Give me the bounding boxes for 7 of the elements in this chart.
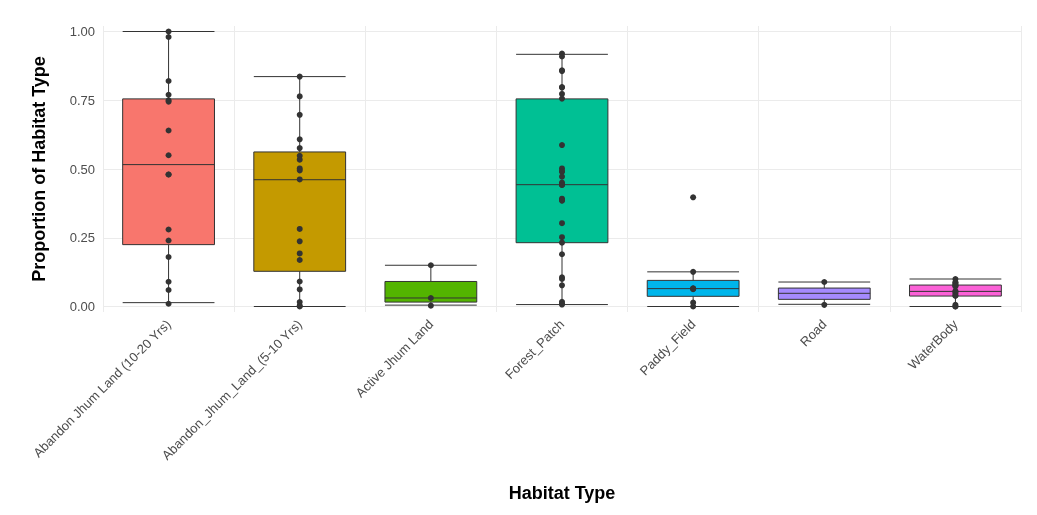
y-axis-title: Proportion of Habitat Type xyxy=(29,56,49,282)
x-axis-title: Habitat Type xyxy=(508,483,616,503)
y-tick-label: 0.50 xyxy=(69,161,95,177)
y-tick-label: 0.25 xyxy=(69,230,95,246)
y-tick-label: 1.00 xyxy=(69,24,95,39)
y-tick-label: 0.75 xyxy=(69,92,95,108)
y-tick-label: 0.00 xyxy=(69,299,95,314)
